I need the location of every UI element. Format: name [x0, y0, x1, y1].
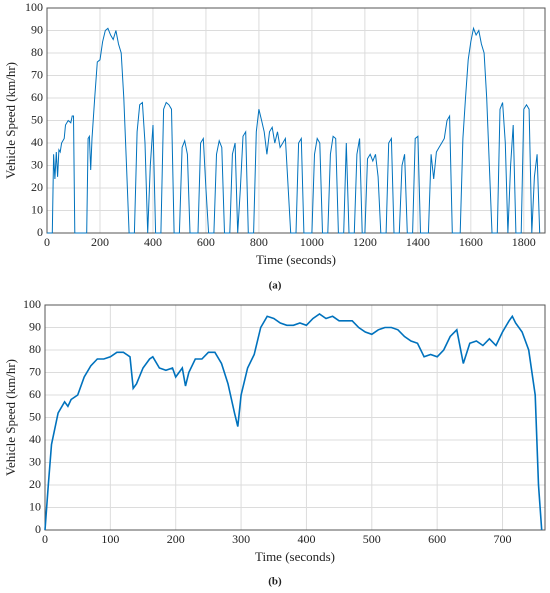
y-tick-label: 70 [31, 67, 43, 81]
y-tick-label: 100 [23, 297, 41, 311]
y-tick-label: 10 [31, 202, 43, 216]
x-tick-label: 800 [250, 235, 268, 249]
y-tick-label: 60 [31, 90, 43, 104]
x-axis-label: Time (seconds) [255, 549, 335, 564]
data-line [44, 313, 543, 531]
caption: (b) [268, 576, 282, 588]
data-line [47, 26, 541, 234]
y-tick-label: 0 [37, 225, 43, 239]
x-tick-label: 0 [42, 532, 48, 546]
y-tick-label: 30 [31, 157, 43, 171]
plot-frame [44, 304, 546, 531]
y-tick-label: 100 [25, 0, 43, 14]
y-axis-label: Vehicle Speed (km/hr) [3, 359, 18, 476]
y-tick-label: 90 [31, 22, 43, 36]
x-tick-label: 400 [144, 235, 162, 249]
x-tick-label: 600 [428, 532, 446, 546]
y-tick-label: 20 [29, 477, 41, 491]
y-tick-label: 40 [29, 432, 41, 446]
y-axis-label: Vehicle Speed (km/hr) [3, 62, 18, 179]
x-tick-label: 1600 [459, 235, 483, 249]
x-tick-label: 1000 [300, 235, 324, 249]
y-tick-label: 40 [31, 135, 43, 149]
y-tick-label: 50 [31, 112, 43, 126]
y-tick-label: 60 [29, 387, 41, 401]
x-tick-label: 0 [44, 235, 50, 249]
x-tick-label: 100 [101, 532, 119, 546]
x-tick-label: 1400 [406, 235, 430, 249]
x-tick-label: 400 [297, 532, 315, 546]
x-axis-label: Time (seconds) [256, 252, 336, 267]
y-tick-label: 30 [29, 454, 41, 468]
x-tick-label: 200 [91, 235, 109, 249]
x-tick-label: 300 [232, 532, 250, 546]
y-tick-label: 80 [31, 45, 43, 59]
x-tick-label: 600 [197, 235, 215, 249]
y-tick-label: 70 [29, 364, 41, 378]
x-tick-label: 200 [167, 532, 185, 546]
y-tick-label: 0 [35, 522, 41, 536]
caption: (a) [269, 280, 282, 292]
y-tick-label: 20 [31, 180, 43, 194]
y-tick-label: 80 [29, 342, 41, 356]
x-tick-label: 1200 [353, 235, 377, 249]
y-tick-label: 50 [29, 409, 41, 423]
x-tick-label: 700 [494, 532, 512, 546]
y-tick-label: 10 [29, 499, 41, 513]
x-tick-label: 500 [363, 532, 381, 546]
y-tick-label: 90 [29, 319, 41, 333]
x-tick-label: 1800 [512, 235, 536, 249]
